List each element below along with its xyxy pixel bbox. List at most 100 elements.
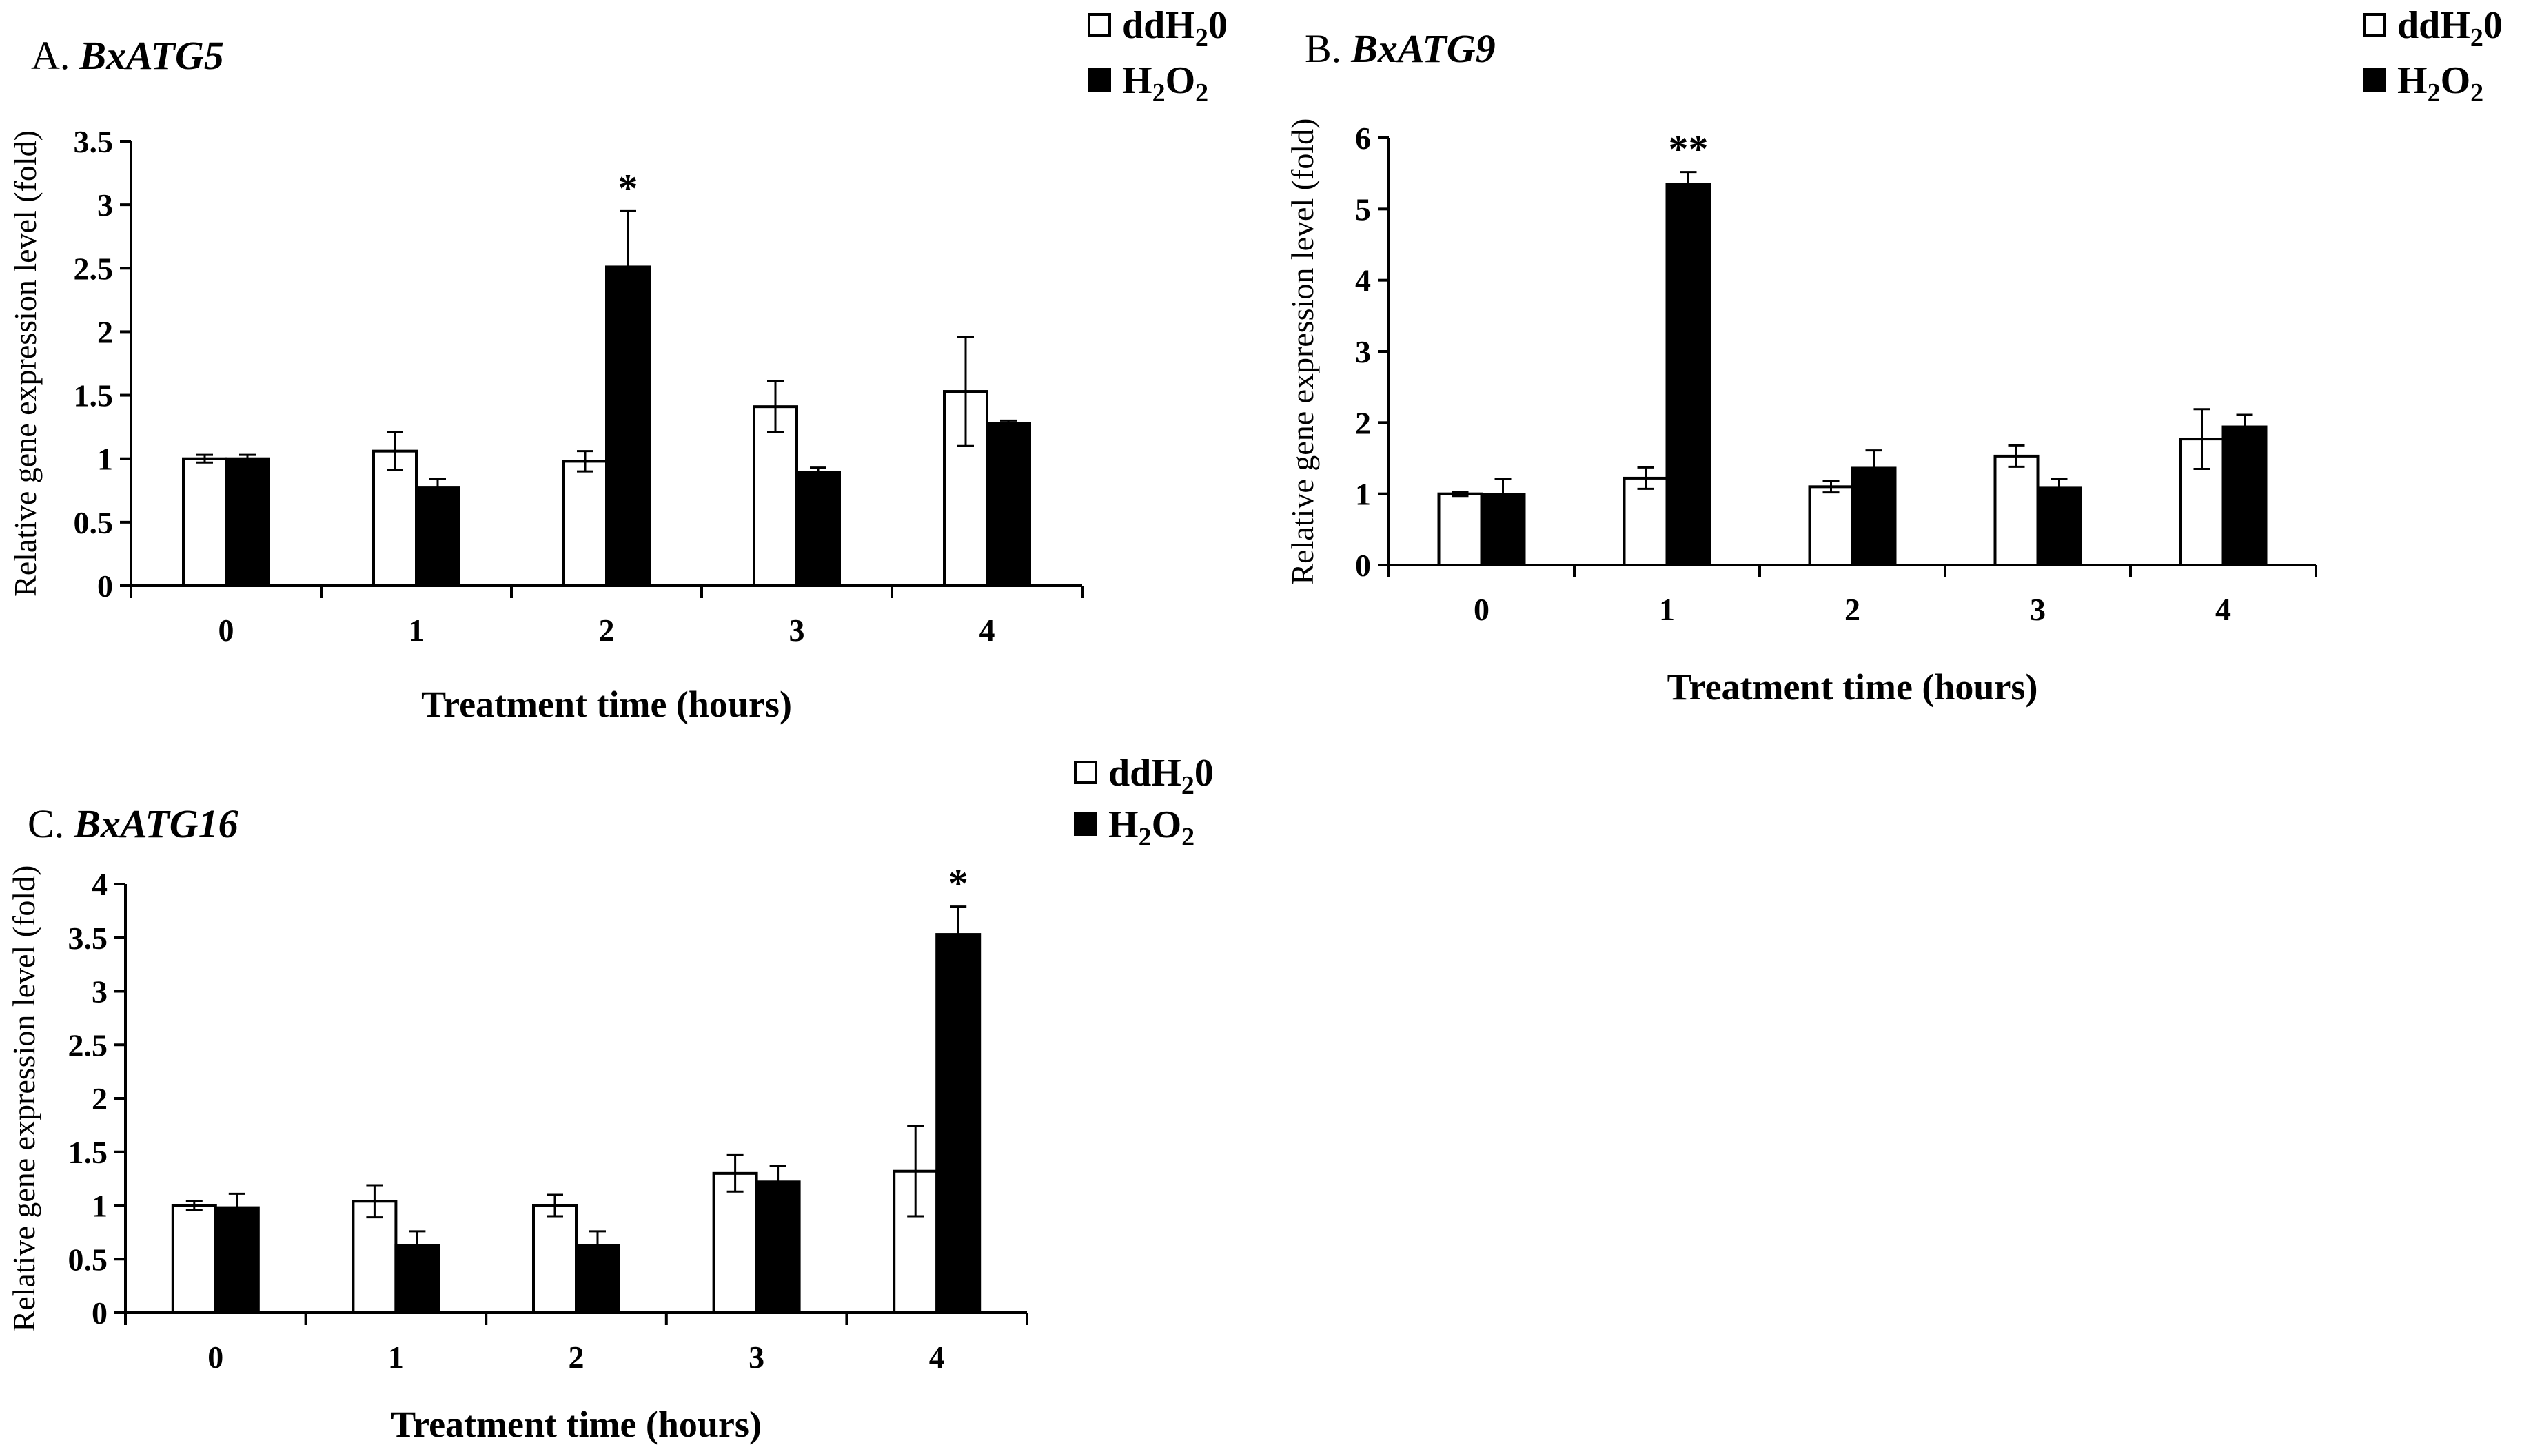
error-bar [589,1230,606,1260]
panel-gene-name: BxATG5 [79,33,224,78]
x-tick-label: 1 [1659,592,1675,627]
legend-text-part: H [1108,803,1139,846]
y-tick-label: 1.5 [74,378,114,413]
x-axis-title: Treatment time (hours) [421,684,792,725]
legend-subscript: 2 [1195,79,1208,107]
x-tick-label: 3 [789,613,805,648]
error-bar [2051,478,2068,499]
legend-text-part: H [2397,59,2428,102]
legend-text-part: 0 [2483,4,2503,47]
panel-title: B. BxATG9 [1305,26,1496,71]
legend-text-part: 0 [1208,4,1228,47]
error-bar [810,466,826,479]
y-tick-label: 1 [1355,477,1371,512]
y-tick-label: 0 [92,1295,108,1331]
x-axis-title: Treatment time (hours) [391,1404,762,1445]
bar-ddh2o-1 [1623,476,1669,567]
x-tick-label: 0 [1474,592,1489,627]
legend-text-part: ddH [1122,4,1195,47]
bar-ddh2o-3 [712,1171,758,1314]
x-tick-label: 1 [409,613,425,648]
legend-text-part: H [1122,59,1152,102]
legend-subscript: 2 [1152,79,1166,107]
chart-panel-1: A. BxATG5 0 0.5 1 1.5 2 2.5 3 3.5 0 1 2 3 4 * Treatment … [8,4,1228,725]
error-bar [2193,408,2210,470]
legend-text-part: O [1166,59,1196,102]
y-tick-label: 1 [92,1189,108,1224]
error-bar [196,453,213,464]
bar-ddh2o-3 [1993,454,2040,567]
bar-ddh2o-3 [753,405,798,588]
error-bar [239,453,256,464]
y-tick-label: 2 [1355,405,1371,440]
error-bar [620,209,636,325]
bar-h2o2-3 [2036,486,2082,567]
y-tick-label: 2.5 [68,1027,108,1063]
legend-label-h2o2: H2O2 [2397,59,2483,107]
bar-ddh2o-0 [1437,492,1483,567]
y-tick-label: 0.5 [68,1242,108,1277]
y-axis-title: Relative gene expression level (fold) [6,865,41,1332]
bar-h2o2-1 [1665,183,1711,566]
error-bar [228,1192,245,1223]
y-tick-label: 4 [1355,263,1371,298]
y-axis-title: Relative gene expression level (fold) [1285,119,1320,585]
legend-swatch-ddh2o [1074,761,1097,784]
legend-text-part: O [1152,803,1182,846]
chart-panel-2: B. BxATG9 0 1 2 3 4 5 6 0 1 2 3 4 ** Treatment time (ho… [1285,4,2503,708]
panel-letter: C. [28,801,64,846]
y-tick-label: 2 [97,314,113,349]
bar-h2o2-3 [795,471,841,587]
y-tick-label: 6 [1355,121,1371,156]
y-tick-label: 2.5 [74,251,114,286]
legend-swatch-ddh2o [1088,13,1111,37]
y-axis-title: Relative gene expression level (fold) [8,130,43,597]
legend-swatch-ddh2o [2363,13,2386,37]
legend-label-ddh2o: ddH20 [2397,4,2503,52]
bar-h2o2-4 [935,933,982,1314]
x-tick-label: 3 [2030,592,2046,627]
panel-letter: A. [31,33,70,78]
error-bar [1452,491,1469,498]
panel-gene-name: BxATG16 [73,801,238,846]
error-bar [409,1230,426,1260]
bar-h2o2-0 [214,1206,260,1314]
y-tick-label: 3.5 [74,124,114,159]
error-bar [957,336,974,447]
significance-marker: ** [1669,127,1709,172]
error-bar [1865,449,1882,487]
error-bar [429,478,446,498]
bar-ddh2o-2 [1808,485,1854,566]
error-bar [1494,478,1512,511]
legend-subscript: 2 [1181,823,1194,852]
x-tick-label: 3 [749,1340,764,1375]
error-bar [577,450,593,473]
x-tick-label: 0 [207,1340,223,1375]
y-tick-label: 5 [1355,192,1371,227]
legend-text-part: O [2441,59,2471,102]
panel-letter: B. [1305,26,1341,71]
error-bar [726,1153,744,1193]
bar-h2o2-1 [415,486,460,587]
panel-title: A. BxATG5 [31,33,224,78]
legend-text-part: ddH [2397,4,2470,47]
legend-subscript: 2 [2470,79,2483,107]
error-bar [767,380,784,433]
error-bar [769,1165,786,1200]
error-bar [1680,171,1697,198]
error-bar [1637,466,1654,490]
bar-h2o2-4 [986,422,1031,587]
significance-marker: * [948,861,968,906]
bar-h2o2-0 [225,457,270,588]
legend-label-h2o2: H2O2 [1122,59,1208,107]
y-tick-label: 3 [1355,334,1371,369]
y-tick-label: 3 [97,187,113,223]
y-tick-label: 3 [92,974,108,1009]
error-bar [2008,444,2025,468]
legend-label-ddh2o: ddH20 [1108,752,1214,800]
legend-subscript: 2 [2470,23,2483,52]
